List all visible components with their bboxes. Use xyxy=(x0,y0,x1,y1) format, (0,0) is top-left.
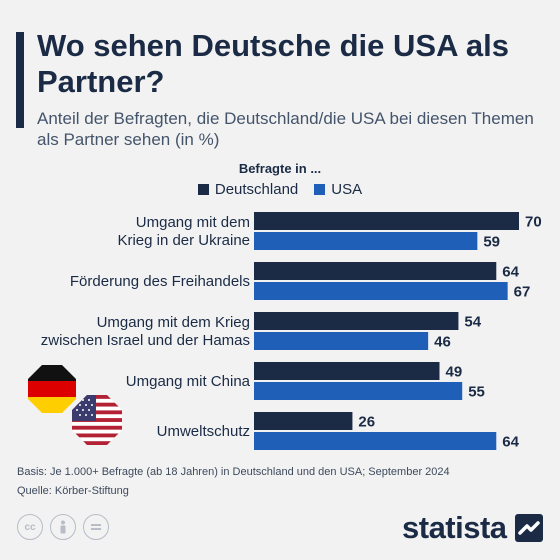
license-icons: cc xyxy=(17,514,109,540)
category-label-1: Förderung des Freihandels xyxy=(70,273,250,290)
value-label-usa-2: 46 xyxy=(434,334,451,351)
bar-chart: Umgang mit dem Krieg in der Ukraine 70 59 Fö… xyxy=(41,212,542,451)
statista-logo-wordmark: statista xyxy=(402,510,507,545)
value-label-deutschland-0: 70 xyxy=(525,214,542,231)
bar-usa-2 xyxy=(254,332,429,350)
value-label-usa-4: 64 xyxy=(502,434,519,451)
legend-label-deutschland: Deutschland xyxy=(214,181,299,198)
legend-label-usa: USA xyxy=(331,181,363,198)
legend: Befragte in ... Deutschland USA xyxy=(150,161,410,198)
footer-basis-note: Basis: Je 1.000+ Befragte (ab 18 Jahren)… xyxy=(17,466,450,478)
category-label-2: Umgang mit dem Krieg zwischen Israel und … xyxy=(41,314,250,349)
page-title: Wo sehen Deutsche die USA als Partner? xyxy=(37,28,510,99)
value-label-usa-1: 67 xyxy=(514,284,531,301)
bar-usa-4 xyxy=(254,432,497,450)
category-label-3: Umgang mit China xyxy=(126,373,251,390)
category-label-4: Umweltschutz xyxy=(157,423,250,440)
statista-logo-icon xyxy=(514,514,543,542)
usa-flag-icon xyxy=(72,395,122,445)
attribution-icon[interactable] xyxy=(50,514,76,540)
page-subtitle: Anteil der Befragten, die Deutschland/di… xyxy=(37,109,534,149)
bar-usa-1 xyxy=(254,282,508,300)
bar-usa-3 xyxy=(254,382,463,400)
statista-logo[interactable]: statista xyxy=(402,510,543,546)
value-label-deutschland-1: 64 xyxy=(502,264,519,281)
legend-items: Deutschland USA xyxy=(150,181,410,198)
footer-source-note: Quelle: Körber-Stiftung xyxy=(17,485,129,497)
legend-swatch-usa xyxy=(314,184,326,195)
value-label-deutschland-2: 54 xyxy=(464,314,481,331)
value-label-usa-3: 55 xyxy=(468,384,485,401)
bar-deutschland-2 xyxy=(254,312,459,330)
bar-deutschland-4 xyxy=(254,412,353,430)
legend-item-usa: USA xyxy=(314,181,362,198)
bar-deutschland-1 xyxy=(254,262,497,280)
value-label-deutschland-4: 26 xyxy=(358,414,375,431)
legend-item-deutschland: Deutschland xyxy=(197,181,299,198)
bar-usa-0 xyxy=(254,232,478,250)
bar-deutschland-0 xyxy=(254,212,519,230)
cc-icon[interactable]: cc xyxy=(17,514,43,540)
bar-deutschland-3 xyxy=(254,362,440,380)
category-label-0: Umgang mit dem Krieg in der Ukraine xyxy=(117,214,250,249)
no-derivatives-icon[interactable] xyxy=(83,514,109,540)
value-label-usa-0: 59 xyxy=(483,234,500,251)
legend-swatch-deutschland xyxy=(197,184,209,195)
legend-title: Befragte in ... xyxy=(238,161,322,176)
value-label-deutschland-3: 49 xyxy=(446,364,463,381)
germany-flag-icon xyxy=(28,365,76,413)
title-accent-bar xyxy=(16,32,24,128)
